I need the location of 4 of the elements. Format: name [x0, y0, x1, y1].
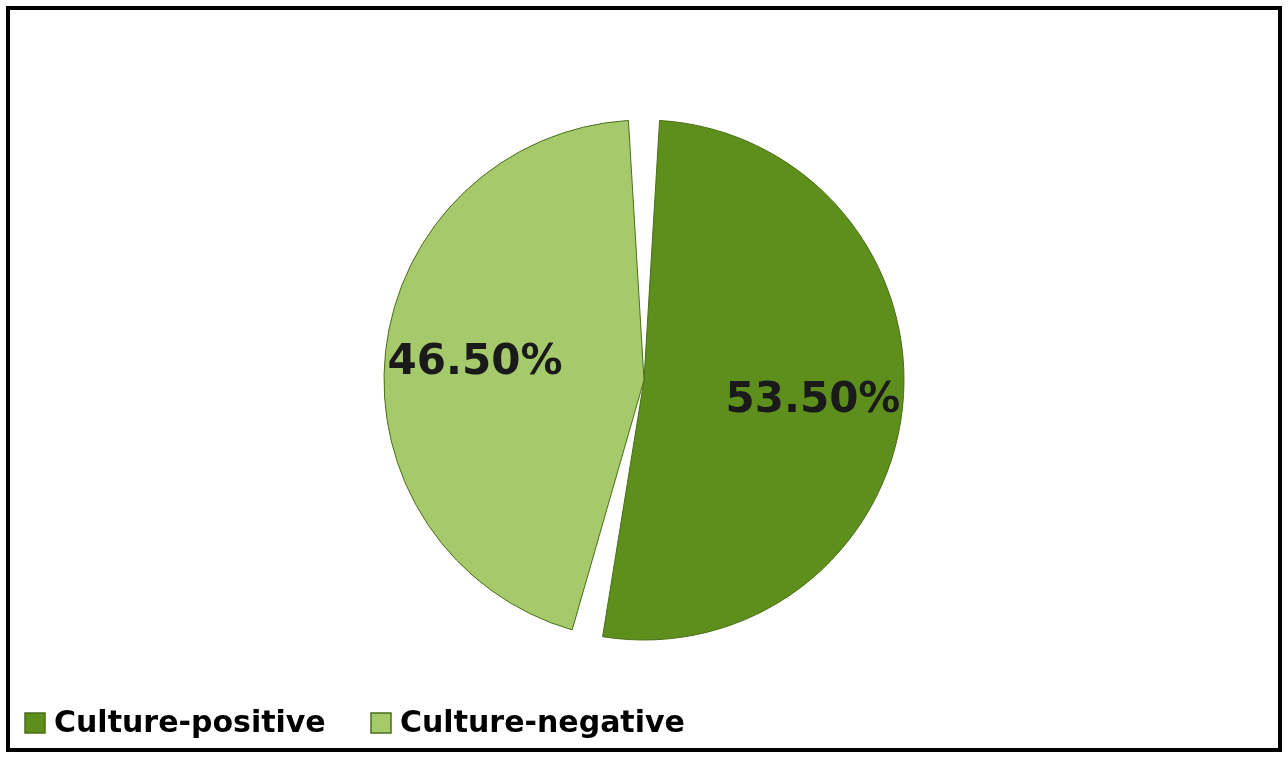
legend-label: Culture-positive	[54, 704, 326, 739]
data-label: 46.50%	[387, 335, 563, 385]
legend-label: Culture-negative	[400, 704, 685, 739]
data-label: 53.50%	[725, 372, 901, 422]
